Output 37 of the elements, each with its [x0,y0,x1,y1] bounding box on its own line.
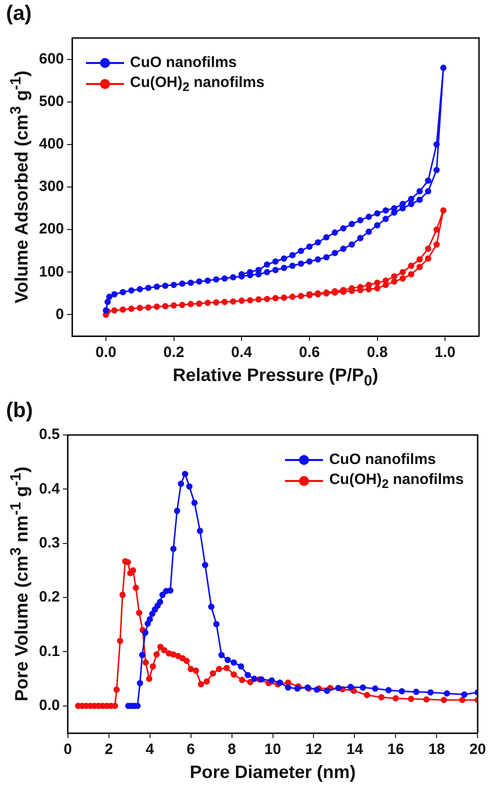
x-tick-label: 10 [264,741,282,758]
y-tick-label: 600 [38,50,64,68]
x-tick-label: 1.0 [434,344,456,362]
legend-label: Cu(OH)$_{2}$ nanofilms [130,74,264,94]
y-tick-label: 0.3 [38,534,60,552]
x-tick-label: 8 [228,741,236,758]
y-tick-label: 500 [38,93,64,110]
x-tick-label: 20 [469,741,486,758]
chart-title: (a) [6,2,32,26]
x-tick-label: 0.8 [366,344,388,362]
legend-label: CuO nanofilms [329,451,436,468]
y-tick-label: 0.1 [38,642,60,660]
y-tick-label: 0.2 [38,588,60,606]
y-tick-label: 100 [38,263,64,280]
x-tick-label: 18 [428,741,446,758]
y-tick-label: 300 [38,178,64,196]
x-tick-label: 4 [146,741,155,758]
x-tick-label: 0.4 [231,344,253,362]
chart-title: (b) [6,399,33,423]
x-tick-label: 6 [186,741,195,758]
y-tick-label: 0.5 [38,426,60,444]
y-tick-label: 0.0 [38,697,60,714]
x-axis-title: Pore Diameter (nm) [190,762,356,783]
y-tick-label: 0.4 [38,480,60,498]
x-tick-label: 0.6 [299,344,320,362]
legend-label: Cu(OH)$_{2}$ nanofilms [329,470,464,490]
x-tick-label: 2 [104,741,114,758]
x-tick-label: 14 [346,741,364,758]
x-axis-title: Relative Pressure (P/P$_{0}$) [172,365,378,390]
x-tick-label: 0.0 [96,344,116,362]
x-tick-label: 16 [387,741,404,758]
x-tick-label: 0.2 [163,344,184,362]
legend-label: CuO nanofilms [130,54,237,71]
y-tick-label: 400 [38,136,64,153]
y-tick-label: 200 [38,220,64,238]
y-tick-label: 0 [56,306,64,323]
x-tick-label: 12 [305,741,322,758]
